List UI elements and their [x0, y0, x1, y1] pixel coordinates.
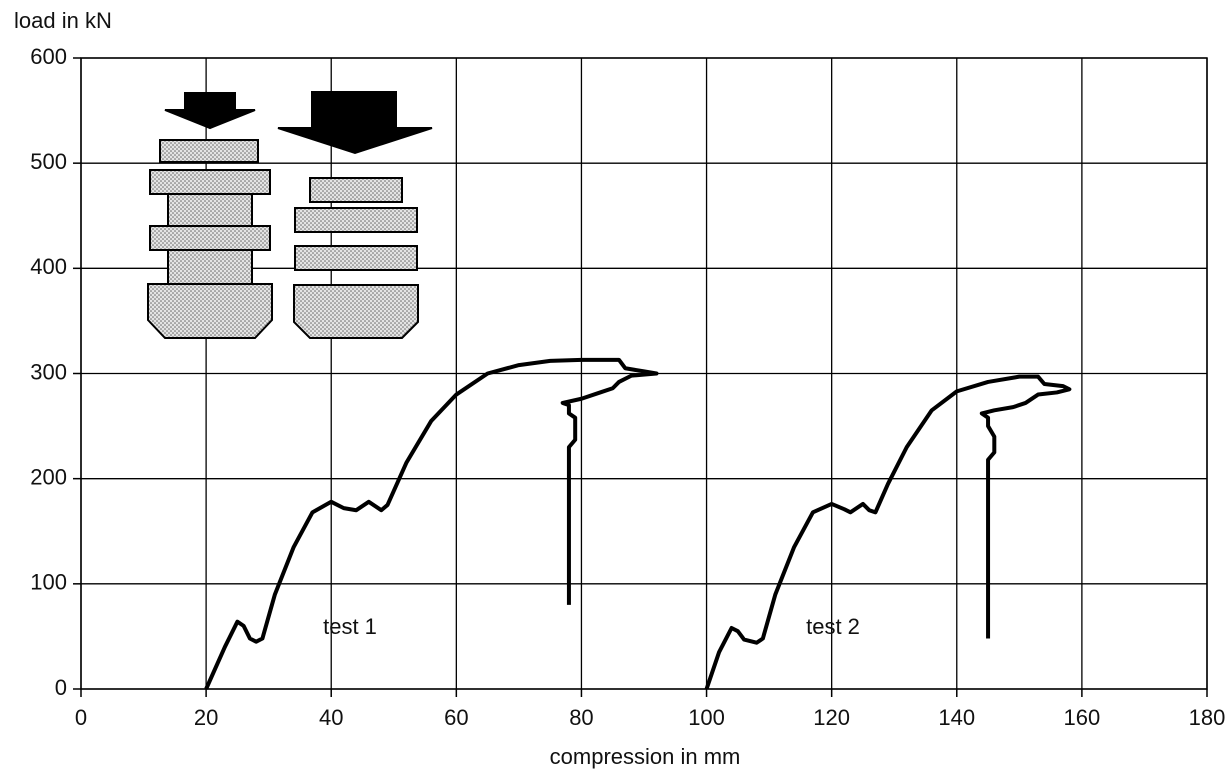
plot-frame — [80, 57, 1208, 690]
y-axis-label: load in kN — [14, 8, 112, 33]
y-tick-label: 100 — [30, 570, 67, 595]
x-tick-label: 180 — [1189, 705, 1226, 730]
series-label: test 2 — [806, 614, 860, 639]
y-tick-label: 0 — [55, 675, 67, 700]
specimen-illustration — [147, 91, 433, 339]
x-tick-label: 60 — [444, 705, 468, 730]
x-axis-label: compression in mm — [550, 744, 741, 769]
y-tick-label: 400 — [30, 254, 67, 279]
y-tick-label: 200 — [30, 464, 67, 489]
y-tick-label: 600 — [30, 44, 67, 69]
x-tick-label: 80 — [569, 705, 593, 730]
x-tick-label: 120 — [813, 705, 850, 730]
x-tick-label: 160 — [1064, 705, 1101, 730]
y-tick-label: 300 — [30, 359, 67, 384]
x-tick-label: 20 — [194, 705, 218, 730]
x-tick-label: 100 — [688, 705, 725, 730]
plot-area: 0 100 200 300 400 500 600 0 20 40 60 80 100 120 140 160… — [30, 44, 1225, 730]
series-line — [704, 374, 1072, 690]
x-tick-label: 0 — [75, 705, 87, 730]
x-tick-label: 40 — [319, 705, 343, 730]
series-line — [204, 357, 659, 690]
series-label: test 1 — [323, 614, 377, 639]
y-tick-label: 500 — [30, 149, 67, 174]
x-tick-label: 140 — [938, 705, 975, 730]
